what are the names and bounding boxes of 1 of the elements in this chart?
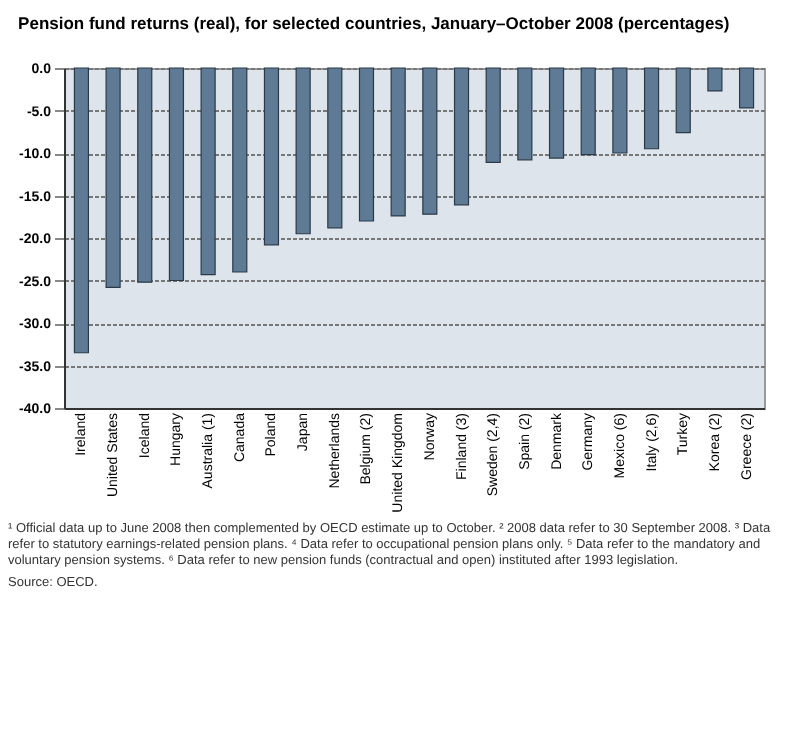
chart-title: Pension fund returns (real), for selected countries, January–October 2008 (percentages) [18, 13, 730, 33]
